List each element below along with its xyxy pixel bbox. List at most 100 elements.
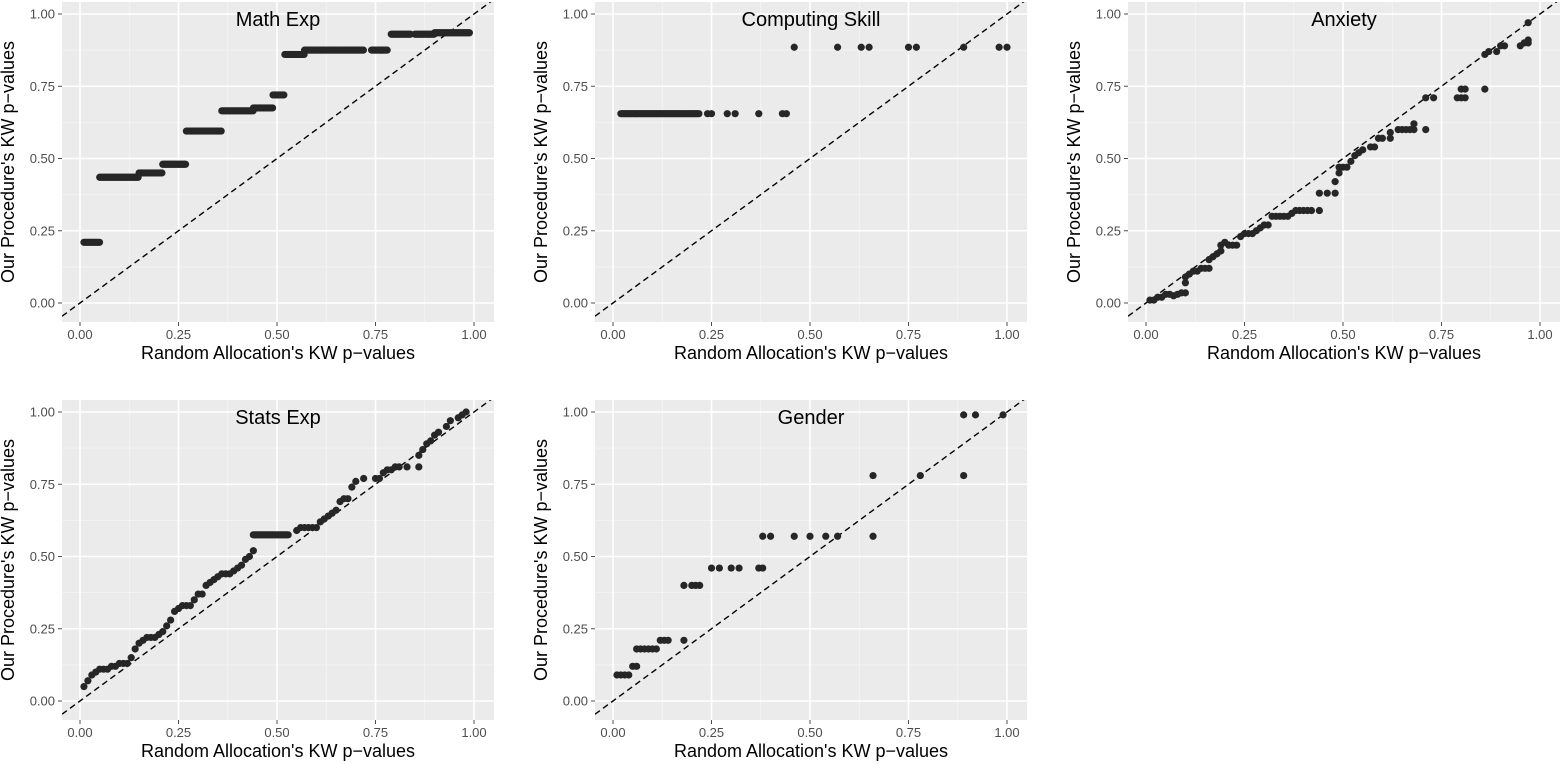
data-point (80, 682, 88, 691)
data-point (181, 160, 190, 168)
panel-background (595, 400, 1027, 720)
y-tick-label: 0.00 (1096, 296, 1121, 311)
panel-4: Stats Exp 0.00 0.25 0.50 0.75 1.00 0.00 0.25 0.5… (0, 400, 494, 761)
data-point (217, 127, 225, 135)
x-axis-label: Random Allocation's KW p−values (1207, 343, 1481, 363)
panel-background (62, 400, 494, 720)
data-point (1343, 163, 1351, 171)
data-point (633, 662, 641, 670)
data-point (1003, 43, 1011, 51)
data-point (1422, 126, 1430, 134)
y-tick-label: 1.00 (30, 405, 55, 420)
x-tick-label: 0.25 (1232, 327, 1257, 342)
y-tick-label: 0.50 (30, 151, 55, 166)
data-point (707, 564, 716, 572)
data-point (352, 477, 360, 485)
data-point (1307, 206, 1316, 215)
y-tick-label: 0.75 (30, 79, 55, 94)
data-point (465, 29, 473, 37)
data-point (1410, 120, 1418, 128)
data-point (755, 110, 763, 118)
data-point (415, 463, 423, 471)
data-point (1331, 189, 1339, 197)
data-point (1370, 143, 1379, 151)
data-point (1315, 206, 1323, 215)
x-tick-label: 0.50 (797, 725, 822, 740)
y-tick-label: 0.75 (30, 477, 55, 492)
data-point (159, 628, 167, 636)
y-axis-label: Our Procedure's KW p−values (1064, 41, 1084, 283)
x-tick-label: 0.75 (1429, 327, 1454, 342)
data-point (332, 506, 340, 514)
data-point (731, 110, 739, 118)
panel-3: Anxiety 0.00 0.25 0.50 0.75 1.00 0.00 0.25 0.50 0… (1064, 2, 1560, 363)
y-tick-label: 0.00 (563, 296, 588, 311)
data-point (163, 622, 171, 630)
data-point (245, 552, 254, 561)
data-point (167, 616, 175, 624)
data-point (833, 43, 842, 51)
panel-title: Gender (778, 407, 845, 429)
data-point (446, 417, 454, 425)
data-point (1359, 146, 1367, 154)
data-point (415, 451, 423, 459)
data-point (1205, 264, 1213, 272)
data-point (359, 46, 367, 54)
y-tick-label: 0.25 (1096, 223, 1121, 238)
data-point (1485, 47, 1493, 56)
y-tick-label: 1.00 (563, 405, 588, 420)
data-point (822, 532, 830, 540)
x-axis-label: Random Allocation's KW p−values (674, 741, 948, 761)
data-point (995, 43, 1003, 51)
panel-title: Anxiety (1311, 9, 1377, 31)
y-tick-label: 0.00 (30, 296, 55, 311)
x-tick-label: 0.50 (797, 327, 822, 342)
data-point (462, 408, 470, 416)
y-tick-label: 0.50 (1096, 151, 1121, 166)
data-point (1422, 94, 1430, 102)
x-tick-label: 0.00 (67, 725, 92, 740)
data-point (707, 110, 716, 118)
data-point (912, 43, 920, 51)
data-point (158, 169, 166, 177)
data-point (434, 428, 443, 436)
data-point (127, 654, 135, 662)
y-tick-label: 1.00 (1096, 7, 1121, 22)
y-tick-label: 0.75 (1096, 79, 1121, 94)
data-point (1335, 169, 1343, 177)
data-point (383, 46, 391, 54)
data-point (652, 645, 660, 653)
data-point (759, 564, 767, 572)
y-axis-label: Our Procedure's KW p−values (531, 41, 551, 283)
data-point (84, 677, 92, 685)
data-point (625, 671, 633, 679)
x-tick-label: 0.25 (166, 725, 191, 740)
y-tick-label: 0.25 (563, 223, 588, 238)
data-point (1524, 19, 1532, 27)
data-point (960, 471, 968, 480)
x-tick-label: 0.00 (67, 327, 92, 342)
data-point (680, 581, 688, 590)
x-tick-label: 0.00 (1133, 327, 1158, 342)
data-point (1378, 134, 1386, 142)
data-point (123, 659, 131, 668)
data-point (1500, 42, 1509, 50)
data-point (344, 495, 352, 503)
data-point (1461, 94, 1469, 102)
data-point (419, 445, 427, 454)
panel-title: Stats Exp (235, 407, 321, 429)
data-point (360, 474, 368, 483)
data-point (198, 590, 206, 598)
data-point (869, 471, 877, 480)
data-point (904, 43, 913, 51)
x-tick-label: 0.25 (166, 327, 191, 342)
x-tick-label: 0.75 (363, 725, 388, 740)
data-point (696, 581, 704, 590)
y-axis-label: Our Procedure's KW p−values (0, 439, 18, 681)
data-point (727, 564, 735, 572)
data-point (960, 43, 968, 51)
data-point (348, 483, 356, 491)
x-tick-label: 1.00 (461, 725, 486, 740)
x-axis-label: Random Allocation's KW p−values (674, 343, 948, 363)
